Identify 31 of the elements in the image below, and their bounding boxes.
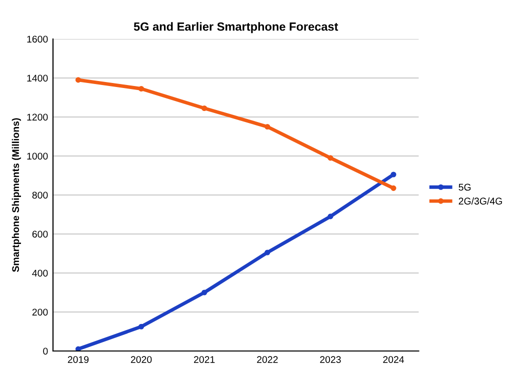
- y-tick-label: 800: [32, 192, 48, 199]
- y-tick-label: 1000: [27, 152, 48, 160]
- point: [75, 346, 81, 351]
- point: [328, 155, 334, 161]
- legend-label: 2G/3G/4G: [458, 197, 502, 205]
- x-tick-label: 2023: [320, 356, 341, 363]
- y-axis-title: Smartphone Shipments (Millions): [12, 118, 21, 272]
- x-tick-label: 2021: [194, 356, 215, 363]
- y-tick-label: 1200: [27, 114, 48, 121]
- point: [390, 172, 396, 178]
- point: [264, 250, 270, 256]
- point: [138, 324, 144, 330]
- y-tick-label: 200: [32, 308, 48, 316]
- y-tick-label: 400: [32, 270, 48, 277]
- point: [202, 105, 208, 112]
- point: [390, 185, 396, 191]
- y-tick-label: 1400: [27, 74, 48, 82]
- point: [75, 77, 81, 83]
- y-tick-label: 600: [32, 230, 48, 238]
- point: [202, 290, 208, 296]
- point: [264, 124, 270, 130]
- x-tick-label: 2020: [130, 356, 152, 363]
- point: [328, 214, 334, 220]
- point: [138, 86, 144, 92]
- x-tick-label: 2024: [383, 356, 404, 363]
- y-tick-label: 1600: [27, 36, 48, 43]
- legend-label: 5G: [458, 184, 471, 191]
- x-tick-label: 2019: [68, 356, 89, 363]
- x-tick-label: 2022: [257, 356, 278, 363]
- chart-title: 5G and Earlier Smartphone Forecast: [134, 22, 338, 34]
- y-tick-label: 0: [43, 348, 48, 355]
